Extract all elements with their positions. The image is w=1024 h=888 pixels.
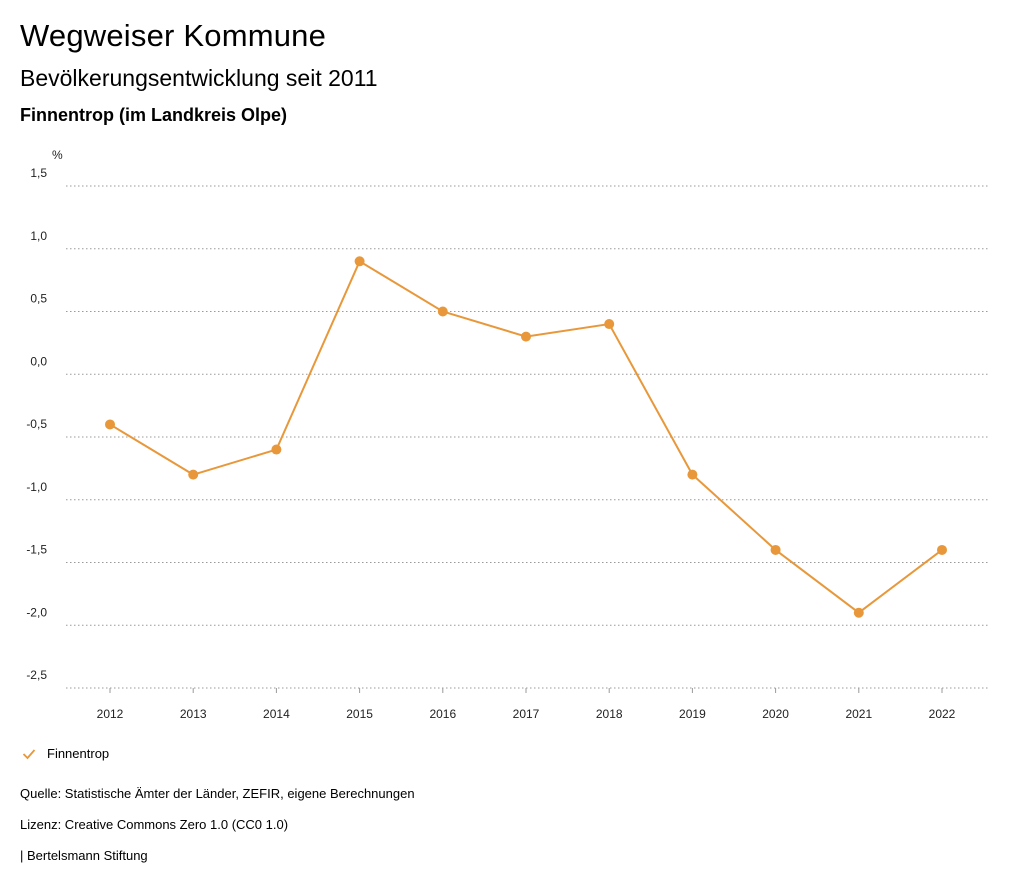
source-note: Quelle: Statistische Ämter der Länder, Z… <box>20 786 415 801</box>
data-point[interactable] <box>521 331 531 342</box>
y-tick-label: -0,5 <box>26 417 47 431</box>
x-tick-label: 2019 <box>679 707 706 721</box>
y-tick-label: -1,0 <box>26 480 47 494</box>
check-icon <box>22 748 36 759</box>
data-point[interactable] <box>437 306 448 317</box>
x-tick-label: 2021 <box>845 707 872 721</box>
y-axis-label: % <box>52 148 63 162</box>
y-tick-label: 1,0 <box>30 229 47 243</box>
legend[interactable]: Finnentrop <box>22 746 109 761</box>
data-point[interactable] <box>853 607 864 618</box>
chart-subtitle: Bevölkerungsentwicklung seit 2011 <box>20 65 378 91</box>
y-tick-label: -1,5 <box>26 543 47 557</box>
data-point[interactable] <box>105 419 115 430</box>
data-point[interactable] <box>188 469 199 480</box>
x-tick-label: 2017 <box>513 707 540 721</box>
data-point[interactable] <box>687 469 698 480</box>
y-tick-label: 0,0 <box>30 354 47 368</box>
x-tick-label: 2020 <box>762 707 789 721</box>
line-chart: 1,51,00,50,0-0,5-1,0-1,5-2,0-2,5 2012 201… <box>26 148 990 721</box>
legend-label: Finnentrop <box>47 746 110 761</box>
y-axis-ticks: 1,5 1,0 0,5 0,0 -0,5 -1,0 -1,5 -2,0 -2,5 <box>26 166 47 682</box>
x-tick-label: 2022 <box>929 707 956 721</box>
data-point[interactable] <box>271 444 282 455</box>
series-finnentrop <box>105 256 947 618</box>
x-tick-label: 2013 <box>180 707 207 721</box>
y-tick-label: 1,5 <box>30 166 47 180</box>
y-tick-label: -2,0 <box>26 605 47 619</box>
x-tick-label: 2018 <box>596 707 623 721</box>
chart-location: Finnentrop (im Landkreis Olpe) <box>20 105 288 125</box>
license-note: Lizenz: Creative Commons Zero 1.0 (CC0 1… <box>20 817 289 832</box>
x-tick-label: 2012 <box>97 707 124 721</box>
x-axis-ticks: 2012 2013 2014 2015 2016 2017 2018 2019 2020 2021… <box>97 688 956 721</box>
y-tick-label: -2,5 <box>26 668 47 682</box>
data-point[interactable] <box>770 544 781 555</box>
x-tick-label: 2015 <box>346 707 373 721</box>
data-point[interactable] <box>354 256 365 267</box>
data-point[interactable] <box>937 544 947 555</box>
publisher-note: | Bertelsmann Stiftung <box>20 848 148 863</box>
grid-lines <box>66 185 990 689</box>
chart-title: Wegweiser Kommune <box>20 18 327 53</box>
x-tick-label: 2014 <box>263 707 290 721</box>
x-tick-label: 2016 <box>429 707 456 721</box>
data-point[interactable] <box>604 319 615 330</box>
y-tick-label: 0,5 <box>30 292 47 306</box>
